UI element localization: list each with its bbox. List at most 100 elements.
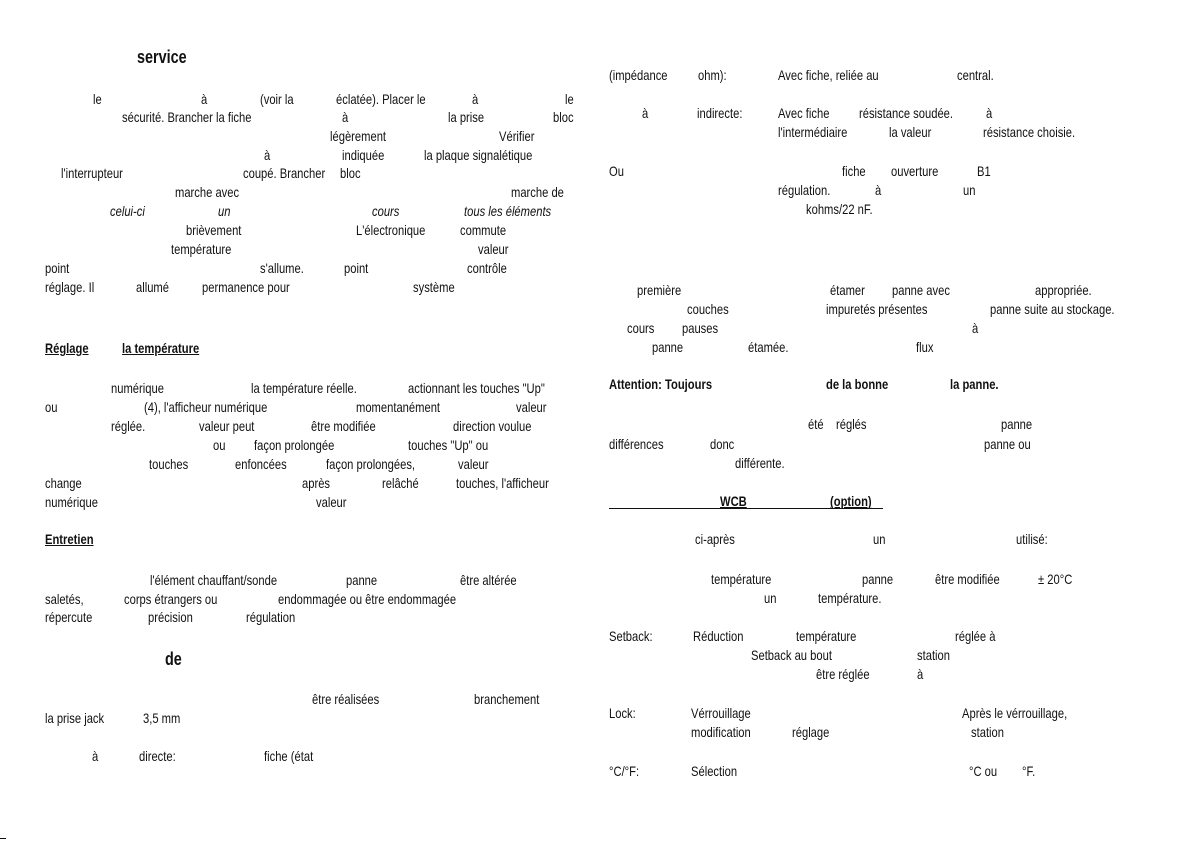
text-fragment: Ou	[609, 163, 624, 179]
text-fragment: réglés	[836, 416, 867, 432]
text-fragment: numérique	[45, 494, 98, 510]
heading-reglage: Réglage	[45, 340, 89, 356]
text-fragment: le	[565, 91, 574, 107]
text-fragment: s'allume.	[260, 260, 304, 276]
text-fragment: réglage	[792, 724, 830, 740]
attention-text: de la bonne	[826, 376, 889, 392]
text-fragment: modification	[691, 724, 751, 740]
heading-wcb: WCB	[720, 493, 747, 509]
text-fragment: à	[972, 320, 979, 336]
text-fragment: valeur peut	[199, 418, 255, 434]
section-rule	[609, 508, 883, 509]
text-fragment: sécurité. Brancher la fiche	[122, 109, 252, 125]
text-fragment: directe:	[139, 748, 176, 764]
text-fragment: (voir la	[260, 91, 294, 107]
text-fragment: donc	[710, 436, 735, 452]
text-fragment: couches	[687, 301, 729, 317]
text-fragment: un	[764, 590, 777, 606]
heading-service: service	[137, 47, 187, 67]
text-fragment: l'interrupteur	[61, 165, 123, 181]
text-fragment: 3,5 mm	[143, 710, 181, 726]
text-fragment: cours	[627, 320, 655, 336]
text-fragment: impuretés présentes	[826, 301, 928, 317]
text-fragment: être réglée	[816, 666, 870, 682]
heading-de: de	[165, 649, 182, 669]
text-fragment: actionnant les touches "Up"	[408, 380, 545, 396]
text-fragment: valeur	[458, 456, 489, 472]
text-fragment: réglée.	[111, 418, 146, 434]
text-fragment: à	[472, 91, 479, 107]
text-fragment: cours	[372, 203, 400, 219]
text-fragment: Après le vérrouillage,	[962, 705, 1068, 721]
text-fragment: été	[808, 416, 824, 432]
text-fragment: la valeur	[889, 124, 932, 140]
text-fragment: répercute	[45, 609, 93, 625]
text-fragment: brièvement	[186, 222, 242, 238]
text-fragment: marche de	[511, 184, 564, 200]
text-fragment: enfoncées	[235, 456, 287, 472]
text-fragment: température	[711, 571, 772, 587]
text-fragment: première	[637, 282, 682, 298]
text-fragment: ouverture	[891, 163, 939, 179]
text-fragment: à	[642, 105, 649, 121]
heading-wcb-option: (option)	[830, 493, 872, 509]
text-fragment: Setback:	[609, 628, 653, 644]
text-fragment: point	[344, 260, 369, 276]
text-fragment: réglage. Il	[45, 279, 95, 295]
text-fragment: corps étrangers ou	[124, 591, 218, 607]
heading-reglage-temperature: la température	[122, 340, 200, 356]
text-fragment: branchement	[474, 691, 540, 707]
text-fragment: à	[201, 91, 208, 107]
text-fragment: coupé. Brancher	[243, 165, 326, 181]
text-fragment: panne	[652, 339, 684, 355]
text-fragment: ± 20°C	[1038, 571, 1073, 587]
text-fragment: façon prolongées,	[326, 456, 416, 472]
text-fragment: à	[92, 748, 99, 764]
text-fragment: ou	[213, 437, 226, 453]
text-fragment: Vérrouillage	[691, 705, 751, 721]
text-fragment: différences	[609, 436, 664, 452]
text-fragment: touches	[149, 456, 189, 472]
text-fragment: étamer	[830, 282, 865, 298]
text-fragment: celui-ci	[110, 203, 145, 219]
text-fragment: éclatée). Placer le	[336, 91, 426, 107]
text-fragment: façon prolongée	[254, 437, 335, 453]
text-fragment: panne	[346, 572, 378, 588]
text-fragment: station	[971, 724, 1004, 740]
text-fragment: allumé	[136, 279, 169, 295]
text-fragment: utilisé:	[1016, 531, 1048, 547]
text-fragment: point	[45, 260, 70, 276]
text-fragment: °F.	[1022, 763, 1036, 779]
text-fragment: marche avec	[175, 184, 240, 200]
text-fragment: contrôle	[467, 260, 507, 276]
text-fragment: étamée.	[748, 339, 789, 355]
text-fragment: un	[873, 531, 886, 547]
heading-entretien: Entretien	[45, 531, 94, 547]
text-fragment: à	[917, 666, 924, 682]
text-fragment: fiche	[842, 163, 866, 179]
text-fragment: Réduction	[693, 628, 744, 644]
text-fragment: Avec fiche, reliée au	[778, 67, 879, 83]
text-fragment: numérique	[111, 380, 164, 396]
text-fragment: température	[171, 241, 232, 257]
text-fragment: un	[218, 203, 231, 219]
text-fragment: B1	[977, 163, 991, 179]
text-fragment: panne ou	[984, 436, 1031, 452]
text-fragment: réglée à	[955, 628, 996, 644]
text-fragment: panne suite au stockage.	[990, 301, 1115, 317]
text-fragment: pauses	[682, 320, 719, 336]
margin-tick	[0, 838, 6, 839]
text-fragment: Avec fiche	[778, 105, 830, 121]
text-fragment: (4), l'afficheur numérique	[144, 399, 268, 415]
text-fragment: la plaque signalétique	[424, 147, 533, 163]
text-fragment: relâché	[382, 475, 419, 491]
text-fragment: panne avec	[892, 282, 950, 298]
text-fragment: (impédance	[609, 67, 668, 83]
text-fragment: la température réelle.	[251, 380, 357, 396]
text-fragment: un	[963, 182, 976, 198]
text-fragment: bloc	[340, 165, 361, 181]
text-fragment: ou	[45, 399, 58, 415]
text-fragment: être réalisées	[312, 691, 380, 707]
text-fragment: momentanément	[356, 399, 441, 415]
